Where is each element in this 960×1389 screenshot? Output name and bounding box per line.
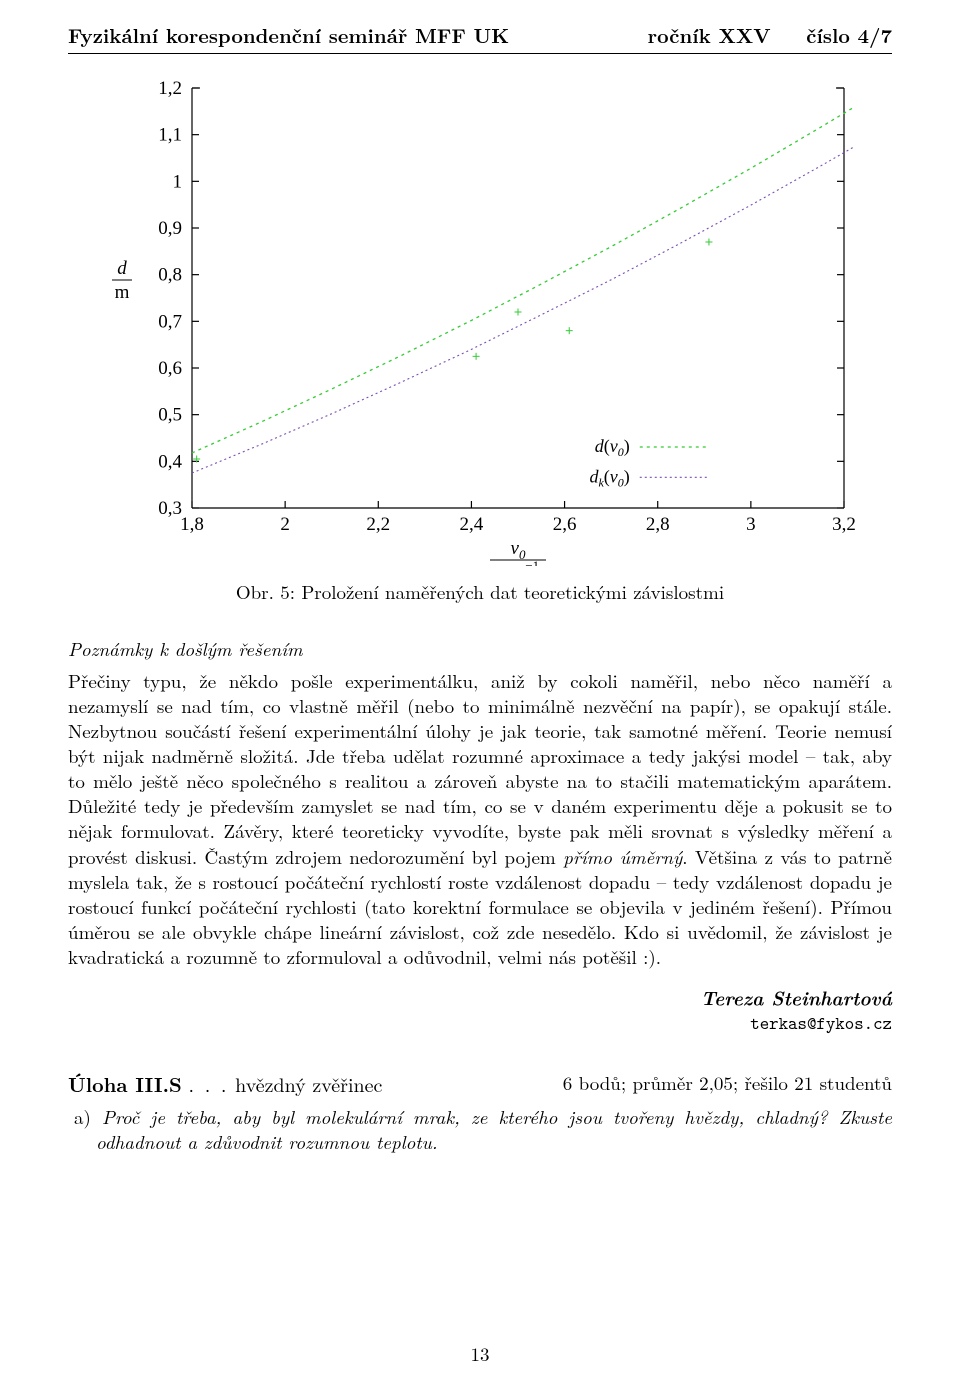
task-item: a) Proč je třeba, aby byl molekulární mr… bbox=[68, 1104, 892, 1154]
svg-text:1: 1 bbox=[173, 171, 183, 192]
notes-paragraph: Přečiny typu, že někdo pošle experimentá… bbox=[68, 668, 892, 969]
svg-text:0,4: 0,4 bbox=[158, 451, 182, 472]
task-title: hvězdný zvěřinec bbox=[235, 1069, 382, 1098]
task-item-label: a) bbox=[74, 1103, 91, 1130]
page-header: Fyzikální korespondenční seminář MFF UK … bbox=[68, 20, 892, 54]
notes-heading: Poznámky k došlým řešením bbox=[68, 635, 892, 662]
author-signature: Tereza Steinhartová terkas@fykos.cz bbox=[68, 983, 892, 1035]
header-issue: číslo 4/7 bbox=[806, 20, 892, 49]
svg-text:1,8: 1,8 bbox=[180, 514, 204, 535]
page-number: 13 bbox=[0, 1340, 960, 1367]
author-name: Tereza Steinhartová bbox=[68, 983, 892, 1011]
header-left: Fyzikální korespondenční seminář MFF UK bbox=[68, 20, 509, 49]
svg-text:0,8: 0,8 bbox=[158, 265, 182, 286]
task-meta: 6 bodů; průměr 2,05; řešilo 21 studentů bbox=[563, 1069, 892, 1098]
svg-text:0,6: 0,6 bbox=[158, 358, 182, 379]
svg-text:2,4: 2,4 bbox=[460, 514, 484, 535]
svg-text:0,9: 0,9 bbox=[158, 218, 182, 239]
svg-text:3,2: 3,2 bbox=[832, 514, 856, 535]
header-volume: ročník XXV bbox=[648, 20, 771, 49]
svg-text:1,2: 1,2 bbox=[158, 78, 182, 99]
svg-text:3: 3 bbox=[746, 514, 756, 535]
chart-svg: 1,8 2 2,2 2,4 2,6 2,8 3 3,2 0,3 0,4 0,5 0,6 0,7 0,8 0,… bbox=[100, 76, 860, 566]
svg-text:d(v0): d(v0) bbox=[595, 436, 630, 459]
task-header: Úloha III.S . . . hvězdný zvěřinec 6 bod… bbox=[68, 1069, 892, 1098]
svg-text:1,1: 1,1 bbox=[158, 125, 182, 146]
svg-text:2: 2 bbox=[280, 514, 290, 535]
svg-text:2,6: 2,6 bbox=[553, 514, 577, 535]
svg-text:2,8: 2,8 bbox=[646, 514, 670, 535]
header-right: ročník XXV číslo 4/7 bbox=[620, 20, 892, 49]
svg-text:0,3: 0,3 bbox=[158, 498, 182, 519]
chart-figure: 1,8 2 2,2 2,4 2,6 2,8 3 3,2 0,3 0,4 0,5 0,6 0,7 0,8 0,… bbox=[100, 76, 860, 566]
svg-text:dk(v0): dk(v0) bbox=[589, 466, 629, 489]
task-item-text: Proč je třeba, aby byl molekulární mrak,… bbox=[96, 1103, 892, 1155]
task-label: Úloha III.S bbox=[68, 1069, 182, 1098]
chart-caption: Obr. 5: Proložení naměřených dat teoreti… bbox=[68, 578, 892, 605]
svg-text:v0: v0 bbox=[511, 538, 526, 562]
svg-text:2,2: 2,2 bbox=[366, 514, 390, 535]
svg-text:0,7: 0,7 bbox=[158, 311, 182, 332]
svg-text:d: d bbox=[117, 258, 127, 279]
notes-italic-term: přímo úměrný bbox=[563, 843, 682, 870]
svg-text:0,5: 0,5 bbox=[158, 405, 182, 426]
notes-para-main: Přečiny typu, že někdo pošle experimentá… bbox=[68, 667, 892, 870]
author-email: terkas@fykos.cz bbox=[68, 1011, 892, 1035]
svg-text:m: m bbox=[115, 282, 130, 303]
task-dots: . . . bbox=[188, 1069, 228, 1098]
